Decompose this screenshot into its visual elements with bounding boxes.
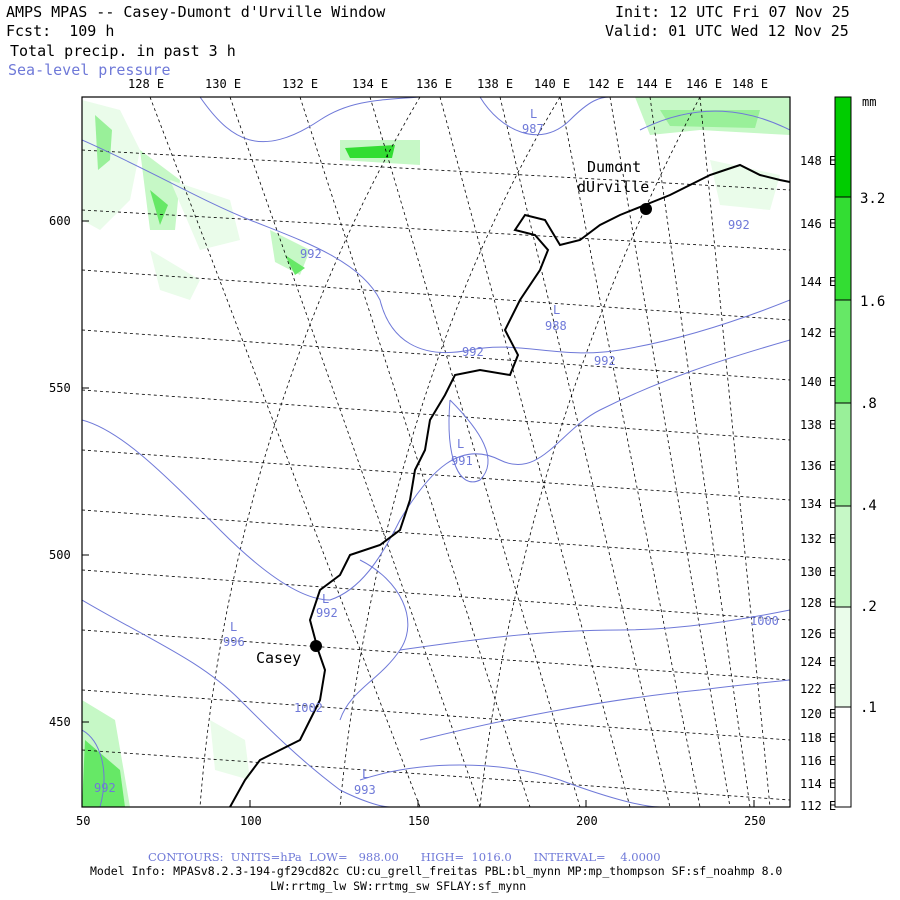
colorbar-level-label: .2 (860, 599, 877, 615)
precip-shading (82, 97, 790, 807)
colorbar-level-label: 1.6 (860, 294, 886, 310)
right-lon-label: 140 E (800, 375, 837, 389)
dumont-durville-label: dUrville (577, 178, 650, 196)
right-lon-label: 112 E (800, 799, 837, 813)
colorbar-level-label: .1 (860, 700, 877, 716)
right-lon-label: 142 E (800, 326, 837, 340)
valid-time: Valid: 01 UTC Wed 12 Nov 25 (605, 22, 849, 40)
right-lon-label: 132 E (800, 532, 837, 546)
pressure-label: 996 (223, 635, 245, 649)
right-lon-label: 116 E (800, 754, 837, 768)
top-lon-label: 138 E (477, 77, 514, 91)
axis-ticks (81, 220, 755, 807)
right-lon-label: 144 E (800, 275, 837, 289)
right-lon-label: 148 E (800, 154, 837, 168)
low-marker: L (457, 437, 465, 451)
x-tick-label: 250 (744, 814, 766, 828)
model-info-line2: LW:rrtmg_lw SW:rrtmg_sw SFLAY:sf_mynn (270, 879, 527, 893)
pressure-label: 992 (728, 218, 750, 232)
right-lon-label: 134 E (800, 497, 837, 511)
forecast-hour: Fcst: 109 h (6, 22, 115, 40)
casey-label: Casey (256, 649, 302, 667)
right-lon-label: 118 E (800, 731, 837, 745)
top-lon-label: 128 E (128, 77, 165, 91)
top-lon-label: 142 E (588, 77, 625, 91)
pressure-label: 992 (94, 781, 116, 795)
pressure-label: 992 (316, 606, 338, 620)
dumont-durville-station-marker (640, 203, 652, 215)
pressure-label: 987 (522, 122, 544, 136)
right-lon-label: 136 E (800, 459, 837, 473)
pressure-label: 988 (545, 319, 567, 333)
right-lon-label: 146 E (800, 217, 837, 231)
right-lon-label: 130 E (800, 565, 837, 579)
dumont-durville-label: Dumont (587, 158, 642, 176)
x-tick-label: 150 (408, 814, 430, 828)
low-marker: L (362, 767, 370, 781)
right-lon-label: 128 E (800, 596, 837, 610)
colorbar-level-label: .4 (860, 498, 877, 514)
top-lon-label: 144 E (636, 77, 673, 91)
x-tick-label: 100 (240, 814, 262, 828)
top-lon-label: 136 E (416, 77, 453, 91)
right-lon-label: 120 E (800, 707, 837, 721)
pressure-label: 992 (462, 345, 484, 359)
pressure-contours (82, 97, 790, 807)
low-marker: L (322, 592, 330, 606)
top-lon-label: 130 E (205, 77, 242, 91)
right-lon-label: 138 E (800, 418, 837, 432)
right-lon-label: 126 E (800, 627, 837, 641)
right-lon-label: 124 E (800, 655, 837, 669)
y-tick-label: 600 (49, 214, 71, 228)
low-marker: L (553, 303, 561, 317)
y-tick-label: 450 (49, 715, 71, 729)
right-lon-label: 122 E (800, 682, 837, 696)
top-lon-label: 132 E (282, 77, 319, 91)
low-marker: L (530, 107, 538, 121)
pressure-label: 1002 (294, 701, 323, 715)
colorbar-level-label: .8 (860, 396, 877, 412)
y-tick-label: 500 (49, 548, 71, 562)
colorbar-level-label: 3.2 (860, 191, 886, 207)
top-lon-label: 134 E (352, 77, 389, 91)
colorbar (834, 96, 852, 808)
y-tick-label: 550 (49, 381, 71, 395)
latlon-grid (82, 97, 790, 807)
low-marker: L (230, 620, 238, 634)
top-lon-label: 140 E (534, 77, 571, 91)
top-lon-label: 148 E (732, 77, 769, 91)
pressure-label: 991 (451, 454, 473, 468)
colorbar-unit: mm (862, 95, 877, 109)
contour-info: CONTOURS: UNITS=hPa LOW= 988.00 HIGH= 10… (148, 850, 661, 864)
x-tick-label: 50 (76, 814, 91, 828)
right-lon-label: 114 E (800, 777, 837, 791)
pressure-label: 992 (300, 247, 322, 261)
pressure-label: 992 (594, 354, 616, 368)
top-lon-label: 146 E (686, 77, 723, 91)
init-time: Init: 12 UTC Fri 07 Nov 25 (615, 3, 850, 21)
pressure-label: 1000 (750, 614, 779, 628)
casey-station-marker (310, 640, 322, 652)
overlay-name: Sea-level pressure (8, 61, 171, 79)
map-title: AMPS MPAS -- Casey-Dumont d'Urville Wind… (6, 3, 386, 21)
pressure-label: 993 (354, 783, 376, 797)
field-name: Total precip. in past 3 h (10, 42, 236, 60)
model-info: Model Info: MPASv8.2.3-194-gf29cd82c CU:… (90, 864, 783, 878)
x-tick-label: 200 (576, 814, 598, 828)
